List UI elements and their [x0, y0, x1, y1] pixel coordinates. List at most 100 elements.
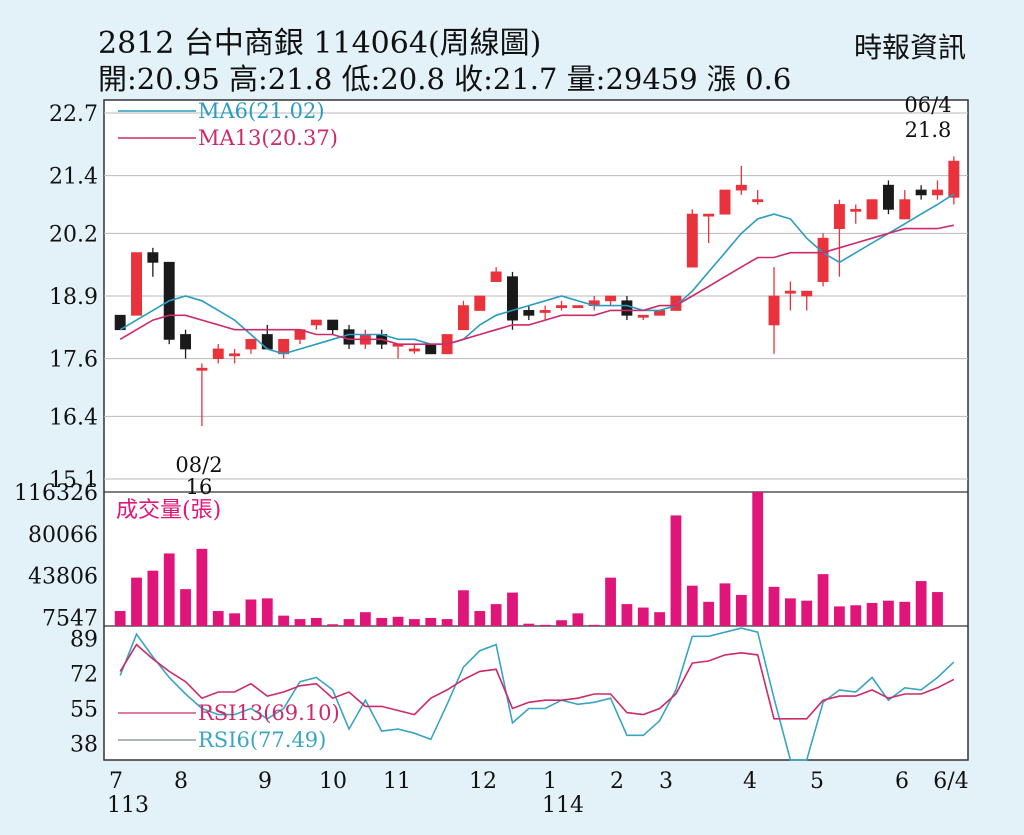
ma6-line	[119, 193, 955, 355]
high-value-annotation: 21.8	[905, 118, 952, 142]
volume-bar	[343, 619, 355, 626]
candle-body	[637, 314, 649, 318]
candle-body	[882, 184, 894, 210]
volume-bars	[114, 492, 943, 626]
ma13-legend-label: MA13(20.37)	[198, 126, 338, 150]
price-tick-label: 17.6	[49, 348, 98, 373]
candle-body	[310, 319, 322, 326]
low-date-annotation: 08/2	[175, 453, 222, 477]
rsi-tick-label: 89	[70, 627, 98, 652]
candle-body	[327, 319, 339, 331]
candle-body	[114, 314, 126, 331]
volume-panel-title: 成交量(張)	[116, 498, 221, 523]
candle-body	[245, 338, 257, 350]
candle-body	[523, 310, 535, 316]
candle-body	[212, 348, 224, 360]
volume-bar	[131, 577, 142, 626]
volume-bar	[834, 606, 845, 626]
moving-average-lines	[119, 193, 955, 355]
rsi-lines	[119, 627, 955, 761]
candle-body	[932, 189, 943, 196]
candle-body	[817, 237, 829, 282]
volume-bar	[719, 583, 731, 626]
x-axis-month-label: 9	[258, 769, 272, 794]
volume-bar	[670, 515, 682, 626]
rsi13-line	[119, 643, 955, 720]
volume-tick-label: 7547	[42, 606, 98, 631]
x-axis-month-label: 2	[610, 769, 624, 794]
volume-bar	[637, 607, 649, 626]
volume-bar	[654, 612, 665, 626]
volume-bar	[147, 570, 159, 626]
rsi-axis-ticks: 89 72 55 38	[70, 627, 98, 757]
candle-body	[457, 305, 469, 331]
candle-body	[784, 290, 796, 294]
volume-bar	[425, 617, 437, 626]
volume-bar	[212, 611, 224, 626]
x-axis-year-label: 113	[107, 793, 149, 818]
volume-bar	[163, 553, 175, 626]
candle-body	[686, 213, 698, 268]
rsi6-legend-label: RSI6(77.49)	[198, 728, 326, 752]
candle-body	[408, 348, 420, 352]
volume-bar	[409, 619, 420, 626]
volume-bar	[229, 613, 240, 626]
x-axis-month-label: 5	[810, 769, 824, 794]
x-axis-month-label: 1	[543, 769, 557, 794]
candle-body	[131, 252, 142, 316]
ohlc-summary: 開:20.95 高:21.8 低:20.8 收:21.7 量:29459 漲 0…	[98, 62, 792, 96]
candle-body	[866, 199, 878, 220]
volume-bar	[180, 589, 191, 626]
candle-body	[735, 184, 747, 191]
ma6-legend-label: MA6(21.02)	[198, 99, 325, 123]
volume-bar	[866, 602, 878, 626]
volume-tick-label: 80066	[28, 523, 98, 548]
candle-body	[507, 276, 518, 321]
volume-bar	[752, 492, 764, 626]
volume-bar	[883, 600, 894, 626]
candle-body	[343, 329, 355, 345]
legends: MA6(21.02) MA13(20.37) 成交量(張) RSI13(69.10) R…	[116, 99, 340, 752]
volume-bar	[817, 574, 829, 626]
chart-title: 2812 台中商銀 114064(周線圖)	[98, 26, 542, 61]
source-label: 時報資訊	[853, 31, 966, 64]
candle-body	[490, 271, 502, 282]
volume-tick-label: 43806	[28, 565, 98, 590]
candle-body	[474, 295, 486, 311]
price-tick-label: 21.4	[49, 165, 98, 190]
volume-bar	[621, 604, 633, 626]
rsi-tick-label: 55	[70, 697, 98, 722]
candle-body	[605, 295, 617, 302]
volume-bar	[605, 577, 616, 626]
rsi-tick-label: 72	[70, 662, 98, 687]
candle-body	[833, 204, 845, 229]
candle-body	[948, 160, 960, 198]
candle-body	[752, 199, 764, 203]
candle-body	[850, 208, 862, 212]
volume-bar	[474, 611, 486, 626]
price-gridlines	[104, 112, 968, 480]
volume-bar	[915, 581, 927, 626]
low-day-annotation: 16	[186, 475, 213, 499]
price-tick-label: 15.1	[49, 468, 98, 493]
candle-body	[572, 305, 584, 309]
x-axis-year-label: 114	[542, 793, 584, 818]
ma13-line	[119, 224, 954, 346]
volume-bar	[507, 592, 518, 626]
candle-body	[278, 338, 290, 355]
volume-bar	[932, 592, 943, 626]
volume-tick-label: 116326	[14, 481, 98, 506]
candle-body	[768, 295, 780, 326]
volume-bar	[588, 624, 600, 626]
volume-bar	[114, 611, 126, 626]
x-axis-month-label: 4	[743, 769, 757, 794]
price-tick-label: 22.7	[49, 102, 98, 127]
rsi-tick-label: 38	[70, 733, 98, 758]
volume-bar	[392, 616, 404, 626]
volume-bar	[458, 590, 469, 626]
volume-bar	[261, 598, 273, 626]
volume-bar	[850, 605, 862, 626]
x-axis-month-label: 8	[174, 769, 188, 794]
